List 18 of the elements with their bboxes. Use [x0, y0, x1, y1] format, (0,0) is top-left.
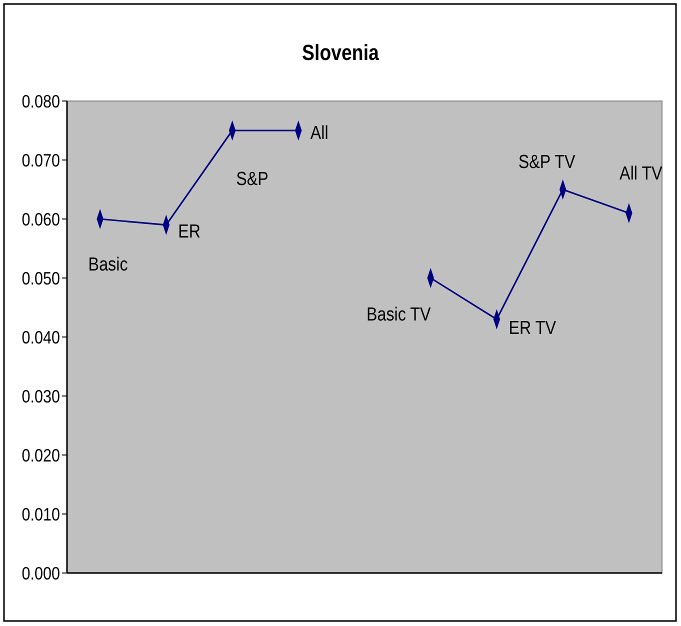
y-tick-label: 0.070 [22, 150, 60, 171]
annotation: ER [178, 220, 201, 242]
y-tick-label: 0.050 [22, 268, 60, 289]
chart-title: Slovenia [302, 42, 380, 66]
y-tick-label: 0.080 [22, 91, 60, 112]
y-tick-label: 0.060 [22, 209, 60, 230]
y-tick-label: 0.000 [22, 563, 60, 584]
annotation: ER TV [508, 316, 556, 338]
annotation: All [310, 122, 328, 144]
annotation: All TV [620, 162, 663, 184]
y-tick-label: 0.030 [22, 386, 60, 407]
annotation: S&P TV [518, 150, 576, 172]
annotation: Basic [88, 253, 128, 275]
annotation: S&P [236, 168, 268, 190]
y-tick-label: 0.040 [22, 327, 60, 348]
annotation: Basic TV [366, 303, 431, 325]
y-tick-label: 0.010 [22, 504, 60, 525]
y-tick-label: 0.020 [22, 445, 60, 466]
